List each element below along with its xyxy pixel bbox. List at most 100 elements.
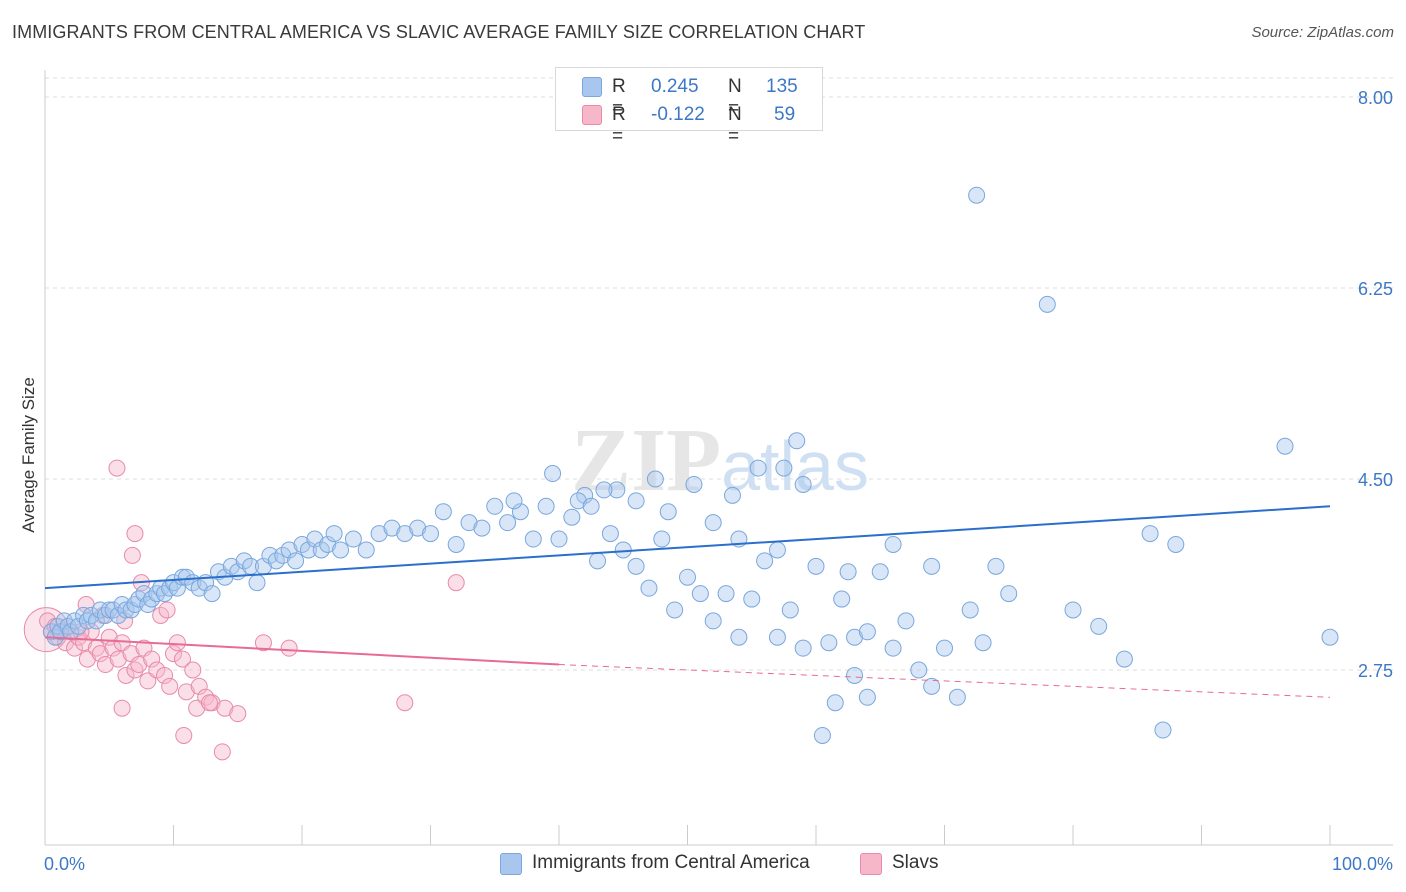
slavs-trend-line-extension (558, 664, 1331, 698)
pink-swatch (582, 105, 602, 125)
slavs-point (396, 694, 414, 712)
central-america-point (1115, 650, 1133, 668)
slavs-point (91, 645, 109, 663)
central-america-point (203, 585, 221, 603)
central-america-point (839, 563, 857, 581)
slavs-point (216, 699, 234, 717)
legend-n-label: N = (728, 104, 742, 147)
slavs-point (66, 639, 84, 657)
central-america-point (614, 541, 632, 559)
chart-title: IMMIGRANTS FROM CENTRAL AMERICA VS SLAVI… (12, 22, 866, 42)
central-america-point (486, 497, 504, 515)
y-tick-label: 6.25 (1358, 279, 1393, 299)
central-america-point (788, 432, 806, 450)
central-america-point (569, 492, 587, 510)
central-america-point (396, 525, 414, 543)
slavs-point (229, 705, 247, 723)
central-america-point (948, 688, 966, 706)
blue-swatch (500, 853, 522, 875)
legend-n-value: 59 (774, 104, 796, 125)
central-america-point (460, 514, 478, 532)
slavs-point (280, 639, 298, 657)
central-america-point (723, 486, 741, 504)
central-america-point (961, 601, 979, 619)
central-america-point (826, 694, 844, 712)
slavs-point (447, 574, 465, 592)
central-america-point (659, 503, 677, 521)
central-america-point (685, 475, 703, 493)
central-america-point (383, 519, 401, 537)
slavs-point (161, 677, 179, 695)
central-america-point (1167, 535, 1185, 553)
slavs-point (168, 634, 186, 652)
central-america-point (299, 541, 317, 559)
central-america-point (601, 525, 619, 543)
slavs-point (165, 645, 182, 663)
central-america-point (974, 634, 992, 652)
central-america-point (173, 568, 191, 586)
central-america-point (319, 535, 337, 553)
central-america-point (730, 628, 748, 646)
watermark-atlas: atlas (721, 427, 869, 505)
x-axis-max-label: 100.0% (1332, 854, 1393, 874)
central-america-point (370, 525, 388, 543)
central-america-point (813, 726, 831, 744)
central-america-point (332, 541, 350, 559)
slavs-point (108, 459, 126, 477)
central-america-point (627, 557, 645, 575)
y-axis-label: Average Family Size (19, 377, 38, 533)
central-america-point (589, 552, 607, 570)
central-america-point (434, 503, 452, 521)
central-america-point (846, 628, 864, 646)
slavs-point (188, 699, 206, 717)
central-america-point (704, 612, 722, 630)
y-tick-label: 4.50 (1358, 470, 1393, 490)
central-america-point (640, 579, 658, 597)
source-label: Source: ZipAtlas.com (1251, 24, 1394, 41)
central-america-point (743, 590, 761, 608)
central-america-point (248, 574, 266, 592)
grid-lines (45, 77, 1393, 671)
central-america-point (936, 639, 953, 657)
central-america-point (756, 552, 774, 570)
central-america-point (807, 557, 825, 575)
central-america-point (968, 186, 986, 204)
central-america-point (156, 585, 174, 603)
central-america-point (794, 639, 812, 657)
slavs-point (158, 601, 176, 619)
central-america-point (287, 552, 305, 570)
y-tick-labels: 8.00 6.25 4.50 2.75 (1358, 88, 1393, 681)
central-america-point (422, 525, 439, 543)
slavs-point (117, 666, 135, 684)
slavs-point (143, 650, 161, 668)
legend-label: Immigrants from Central America (532, 852, 810, 873)
slavs-point (126, 525, 144, 543)
central-america-point (884, 639, 902, 657)
legend-label: Slavs (892, 852, 939, 873)
legend-r-value: -0.122 (651, 104, 705, 125)
slavs-point (213, 743, 231, 761)
legend-r-value: 0.245 (651, 76, 699, 97)
central-america-point (910, 661, 928, 679)
central-america-point (91, 601, 109, 619)
central-america-point (653, 530, 671, 548)
central-america-point (884, 535, 902, 553)
central-america-point (524, 530, 542, 548)
central-america-point (1141, 525, 1159, 543)
slavs-point (78, 650, 96, 668)
central-america-point (143, 590, 161, 608)
slavs-point (175, 726, 193, 744)
central-america-point (1090, 617, 1108, 635)
central-america-point (511, 503, 529, 521)
central-america-point (1064, 601, 1082, 619)
central-america-point (69, 617, 87, 635)
slavs-point (113, 699, 131, 717)
slavs-trend-line (44, 636, 560, 666)
axes (44, 70, 1393, 846)
legend-r-label: R = (612, 104, 626, 147)
central-america-point (499, 514, 517, 532)
central-america-point (749, 459, 767, 477)
central-america-point (666, 601, 684, 619)
central-america-point (781, 601, 799, 619)
